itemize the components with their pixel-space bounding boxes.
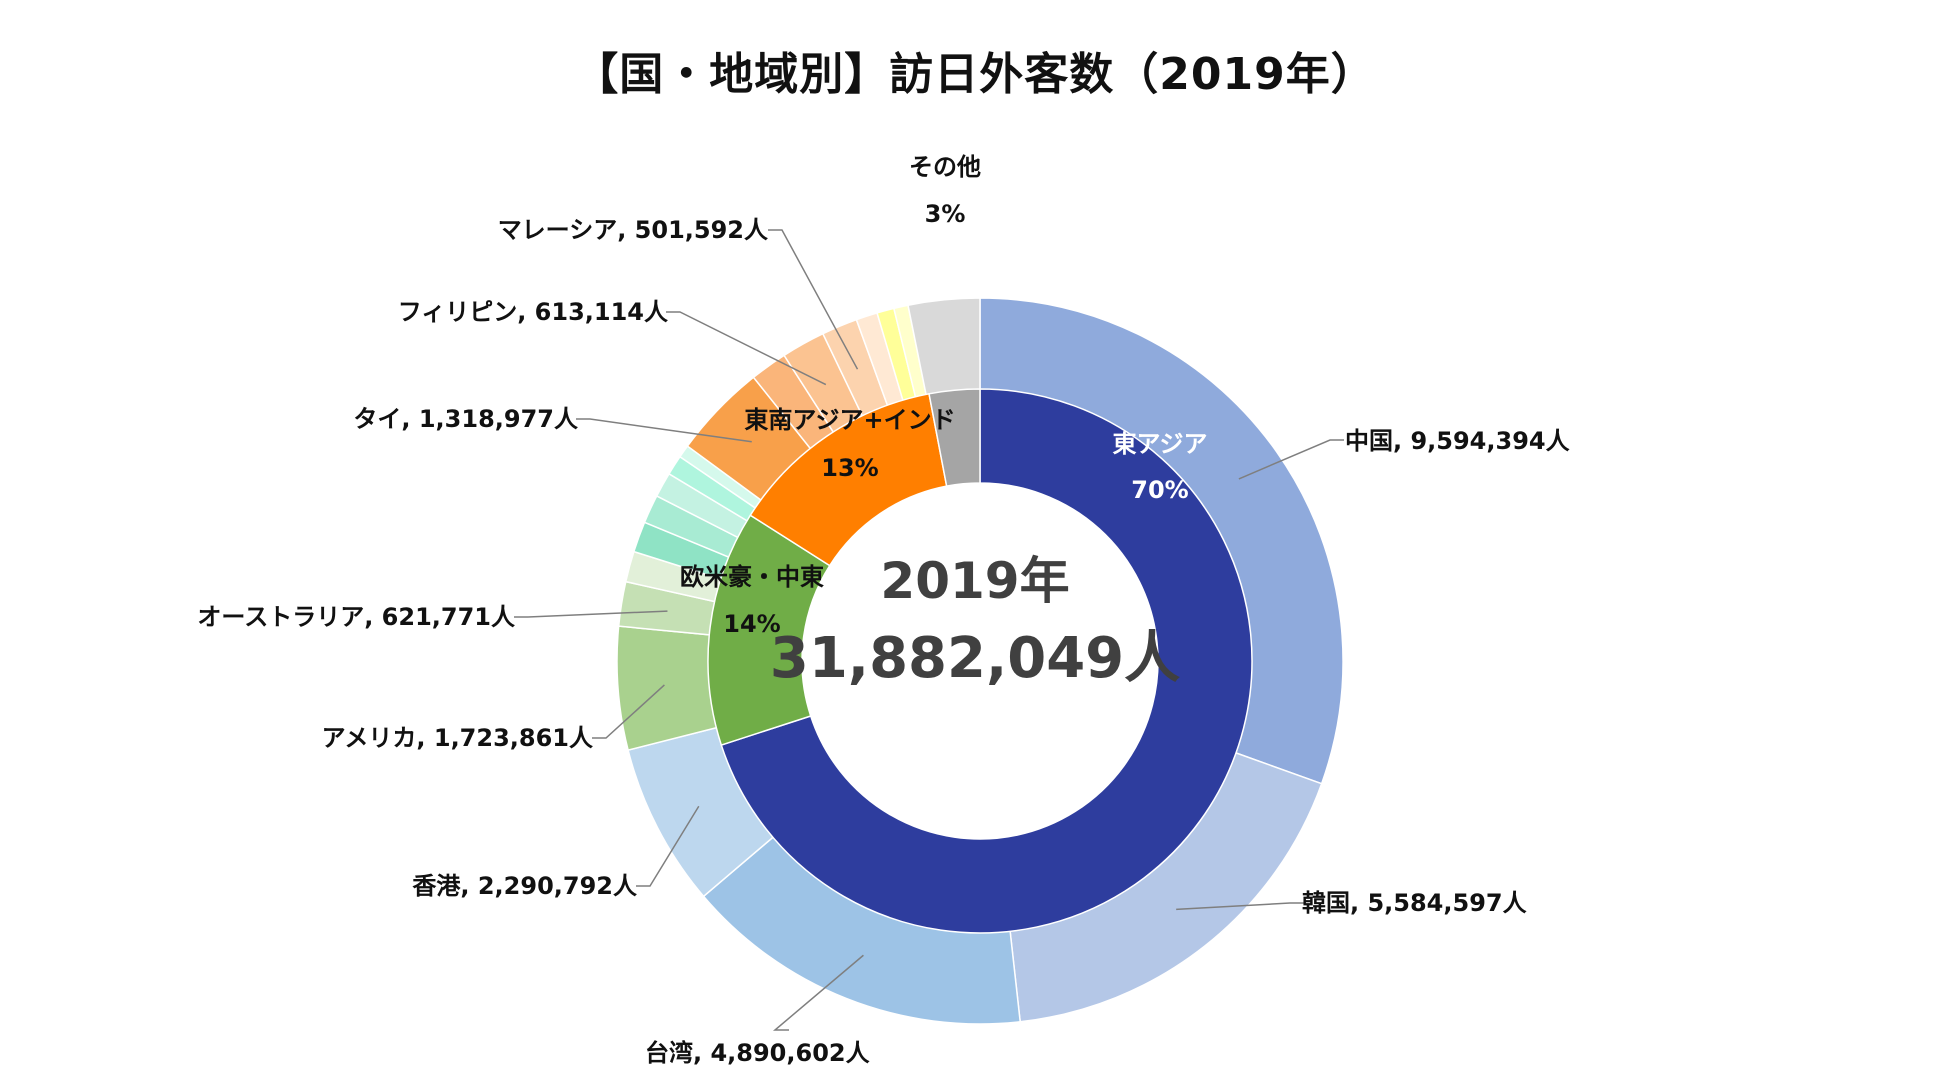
inner-label-name-0: 東アジア (1112, 430, 1207, 458)
inner-label-percent-0: 70% (1131, 476, 1188, 504)
leader-line-4 (592, 684, 665, 739)
leader-line-1 (1176, 902, 1304, 911)
inner-label-name-2: 東南アジア+インド (744, 406, 955, 434)
chart-title: 【国・地域別】訪日外客数（2019年） (574, 49, 1376, 100)
center-year: 2019年 (880, 552, 1069, 610)
callout-label-1: 韓国, 5,584,597人 (1302, 889, 1527, 917)
leader-line-2 (772, 954, 864, 1031)
inner-label-percent-2: 13% (821, 454, 878, 482)
callout-label-3: 香港, 2,290,792人 (412, 872, 637, 900)
inner-label-percent-1: 14% (723, 610, 780, 638)
center-total: 31,882,049人 (770, 626, 1180, 691)
leader-line-15 (768, 229, 859, 370)
leader-lines (514, 229, 1344, 1031)
callout-label-2: 台湾, 4,890,602人 (645, 1039, 870, 1067)
leader-line-12 (576, 418, 752, 443)
leader-line-3 (636, 805, 700, 887)
callout-label-5: オーストラリア, 621,771人 (197, 603, 515, 631)
inner-ring-labels: 東アジア 70% 欧米豪・中東 14% 東南アジア+インド 13% (680, 406, 1208, 638)
inner-slice-0 (720, 388, 1253, 934)
other-label-percent: 3% (925, 200, 966, 228)
inner-slice-3 (928, 388, 981, 488)
callout-label-0: 中国, 9,594,394人 (1345, 427, 1570, 455)
callout-label-14: フィリピン, 613,114人 (398, 298, 668, 326)
inner-ring (707, 388, 1253, 934)
other-label-name: その他 (909, 153, 981, 181)
leader-line-0 (1238, 439, 1344, 480)
leader-line-5 (514, 610, 668, 618)
callout-label-4: アメリカ, 1,723,861人 (322, 724, 593, 752)
leader-line-14 (666, 311, 827, 386)
outer-slice-4 (616, 625, 720, 751)
inner-label-name-1: 欧米豪・中東 (680, 563, 824, 591)
callout-label-12: タイ, 1,318,977人 (353, 405, 578, 433)
callout-label-15: マレーシア, 501,592人 (498, 216, 768, 244)
